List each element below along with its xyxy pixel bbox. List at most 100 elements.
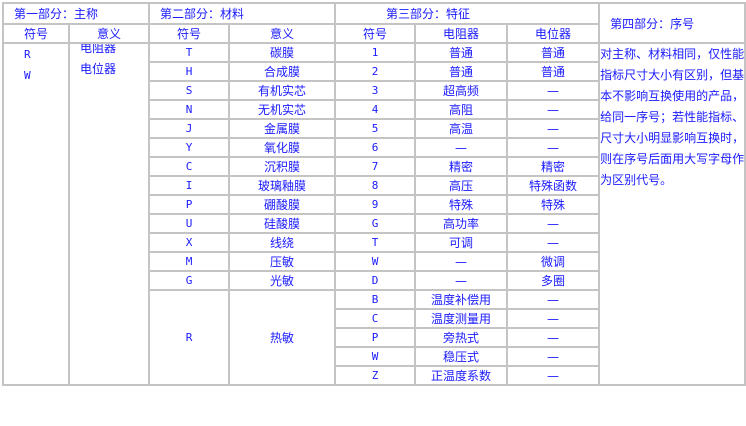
material-code: Y (148, 137, 231, 158)
table-row: G 光敏 D — 多圈 (3, 270, 745, 291)
table-row: Y 氧化膜 6— — (3, 137, 745, 158)
table-row: P 硼酸膜 9 特殊 特殊 (3, 194, 745, 215)
part4-header: 第四部分：序号 (598, 2, 746, 44)
feature-code: 7 (334, 156, 417, 177)
feature-resistor: — (414, 251, 509, 272)
feature-resistor: 旁热式 (414, 327, 509, 348)
feature-potentiometer: — (506, 232, 601, 253)
feature-resistor: 高温 (414, 118, 509, 139)
table-row: R 热敏 B 温度补偿用 — (3, 289, 745, 386)
material-meaning: 硅酸膜 (228, 213, 337, 234)
feature-code: 3 (334, 80, 417, 101)
feature-potentiometer: 特殊 (506, 194, 601, 215)
feature-resistor: — (414, 137, 509, 158)
part3-symbol-header: 符号 (334, 23, 417, 44)
material-meaning: 热敏 (228, 289, 337, 386)
material-meaning: 有机实芯 (228, 80, 337, 101)
feature-potentiometer: — (506, 327, 601, 348)
feature-potentiometer: — (506, 80, 601, 101)
part1-meaning: 电阻器 (80, 43, 117, 55)
feature-code: P (334, 327, 417, 348)
part3-header: 第三部分：特征 (334, 2, 601, 25)
feature-resistor: 温度测量用 (414, 308, 509, 329)
material-meaning: 光敏 (228, 270, 337, 291)
table-row: H 合成膜 2 普通 普通 (3, 61, 745, 82)
feature-resistor: 高压 (414, 175, 509, 196)
feature-resistor: 稳压式 (414, 346, 509, 367)
part3-resistor-header: 电阻器 (414, 23, 509, 44)
feature-code: T (334, 232, 417, 253)
material-meaning: 硼酸膜 (228, 194, 337, 215)
material-meaning: 合成膜 (228, 61, 337, 82)
material-meaning: 氧化膜 (228, 137, 337, 158)
feature-resistor: 特殊 (414, 194, 509, 215)
table-row: N 无机实芯 4 高阻 — (3, 99, 745, 120)
part1-meaning: 电位器 (80, 62, 117, 76)
feature-code: 5 (334, 118, 417, 139)
table-row: C 沉积膜 7 精密 精密 (3, 156, 745, 177)
feature-potentiometer: 微调 (506, 251, 601, 272)
feature-resistor: 可调 (414, 232, 509, 253)
material-meaning: 玻璃釉膜 (228, 175, 337, 196)
material-meaning: 线绕 (228, 232, 337, 253)
table-row: P 旁热式 — (3, 327, 745, 348)
feature-resistor: 高功率 (414, 213, 509, 234)
part1-meaning-header: 意义 (67, 23, 151, 44)
feature-resistor: 高阻 (414, 99, 509, 120)
feature-resistor: 普通 (414, 42, 509, 63)
feature-code: W (334, 251, 417, 272)
feature-code: 8 (334, 175, 417, 196)
feature-potentiometer: — (506, 346, 601, 367)
part2-symbol-header: 符号 (148, 23, 231, 44)
material-meaning: 金属膜 (228, 118, 337, 139)
feature-potentiometer: 精密 (506, 156, 601, 177)
feature-code: 1 (334, 42, 417, 63)
feature-potentiometer: — (506, 308, 601, 329)
part2-meaning-header: 意义 (228, 23, 337, 44)
feature-potentiometer: 特殊函数 (506, 175, 601, 196)
part2-header: 第二部分：材料 (148, 2, 337, 25)
material-code: X (148, 232, 231, 253)
feature-resistor: — (414, 270, 509, 291)
material-code: S (148, 80, 231, 101)
feature-resistor: 普通 (414, 61, 509, 82)
material-meaning: 沉积膜 (228, 156, 337, 177)
material-meaning: 碳膜 (228, 42, 337, 63)
feature-resistor: 精密 (414, 156, 509, 177)
feature-potentiometer: — (506, 365, 601, 386)
material-code: H (148, 61, 231, 82)
feature-code: D (334, 270, 417, 291)
table-row: I 玻璃釉膜 8 高压 特殊函数 (3, 175, 745, 196)
table-row: X 线绕 T 可调 — (3, 232, 745, 253)
table-row: R W 电阻器 电位器 T 碳膜 1 普通 普通 对主称、材料相同，仅性能指标尺寸大小有区别，但基… (2, 42, 746, 386)
feature-resistor: 正温度系数 (414, 365, 509, 386)
feature-code: 4 (334, 99, 417, 120)
feature-potentiometer: — (506, 99, 601, 120)
part3-potentiometer-header: 电位器 (506, 23, 601, 44)
material-code: C (148, 156, 231, 177)
material-code: G (148, 270, 231, 291)
feature-potentiometer: — (506, 118, 601, 139)
material-code: N (148, 99, 231, 120)
feature-code: C (334, 308, 417, 329)
part1-header: 第一部分：主称 (1, 2, 151, 25)
material-code: U (148, 213, 231, 234)
feature-potentiometer: 普通 (506, 42, 601, 63)
feature-potentiometer: 普通 (506, 61, 601, 82)
feature-potentiometer: — (506, 289, 601, 310)
feature-code: Z (334, 365, 417, 386)
table-row: C 温度测量用 — (3, 308, 745, 329)
feature-potentiometer: 多圈 (506, 270, 601, 291)
material-code: M (148, 251, 231, 272)
feature-potentiometer: — (506, 213, 601, 234)
table-row: U 硅酸膜 G 高功率 — (3, 213, 745, 234)
material-meaning: 无机实芯 (228, 99, 337, 120)
material-code: R (148, 289, 231, 386)
feature-code: W (334, 346, 417, 367)
feature-code: 9 (334, 194, 417, 215)
feature-code: 2 (334, 61, 417, 82)
part1-code: W (24, 69, 31, 82)
part1-meanings: 电阻器 电位器 (67, 42, 151, 386)
table-row: S 有机实芯 3 超高频 — (3, 80, 745, 101)
